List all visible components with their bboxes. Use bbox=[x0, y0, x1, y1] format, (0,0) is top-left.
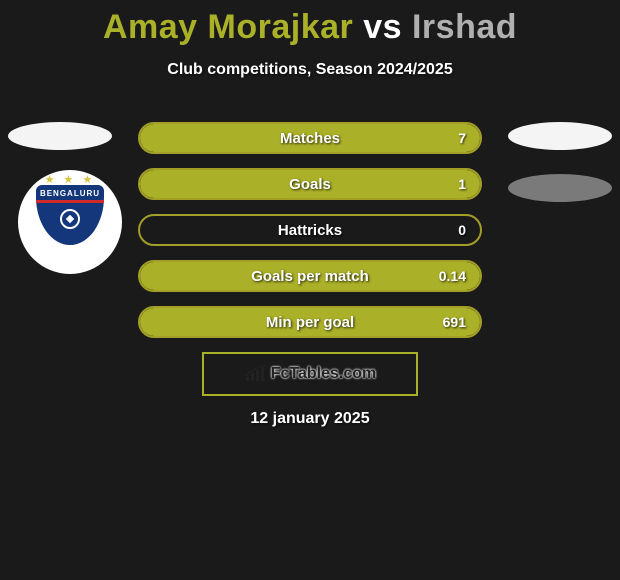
badge-stars: ★ ★ ★ bbox=[36, 173, 104, 186]
stat-row-min-per-goal: Min per goal 691 bbox=[138, 306, 482, 338]
chart-icon bbox=[244, 365, 266, 383]
player1-name: Amay Morajkar bbox=[103, 8, 353, 46]
stat-label: Goals bbox=[289, 176, 331, 193]
footer-brand-box: FcTables.com bbox=[202, 352, 418, 396]
footer-brand-text: FcTables.com bbox=[271, 365, 377, 383]
player2-photo-placeholder bbox=[508, 122, 612, 150]
date-label: 12 january 2025 bbox=[0, 410, 620, 428]
comparison-title: Amay Morajkar vs Irshad bbox=[0, 0, 620, 47]
vs-label: vs bbox=[363, 8, 402, 46]
stat-row-goals-per-match: Goals per match 0.14 bbox=[138, 260, 482, 292]
player2-club-placeholder bbox=[508, 174, 612, 202]
player1-club-badge: ★ ★ ★ BENGALURU bbox=[18, 170, 122, 274]
badge-stripe bbox=[36, 200, 104, 203]
badge-ball-icon bbox=[60, 209, 80, 229]
stat-row-hattricks: Hattricks 0 bbox=[138, 214, 482, 246]
badge-shield: BENGALURU bbox=[36, 185, 104, 245]
stat-value: 691 bbox=[443, 314, 466, 330]
stat-label: Hattricks bbox=[278, 222, 342, 239]
stat-label: Min per goal bbox=[266, 314, 354, 331]
stat-value: 1 bbox=[458, 176, 466, 192]
stat-value: 7 bbox=[458, 130, 466, 146]
stat-row-goals: Goals 1 bbox=[138, 168, 482, 200]
player2-name: Irshad bbox=[412, 8, 517, 46]
player1-photo-placeholder bbox=[8, 122, 112, 150]
badge-club-name: BENGALURU bbox=[40, 189, 100, 198]
subtitle: Club competitions, Season 2024/2025 bbox=[0, 61, 620, 79]
stat-label: Goals per match bbox=[251, 268, 369, 285]
stat-label: Matches bbox=[280, 130, 340, 147]
stats-container: Matches 7 Goals 1 Hattricks 0 Goals per … bbox=[138, 122, 482, 352]
stat-value: 0 bbox=[458, 222, 466, 238]
stat-row-matches: Matches 7 bbox=[138, 122, 482, 154]
stat-value: 0.14 bbox=[439, 268, 466, 284]
